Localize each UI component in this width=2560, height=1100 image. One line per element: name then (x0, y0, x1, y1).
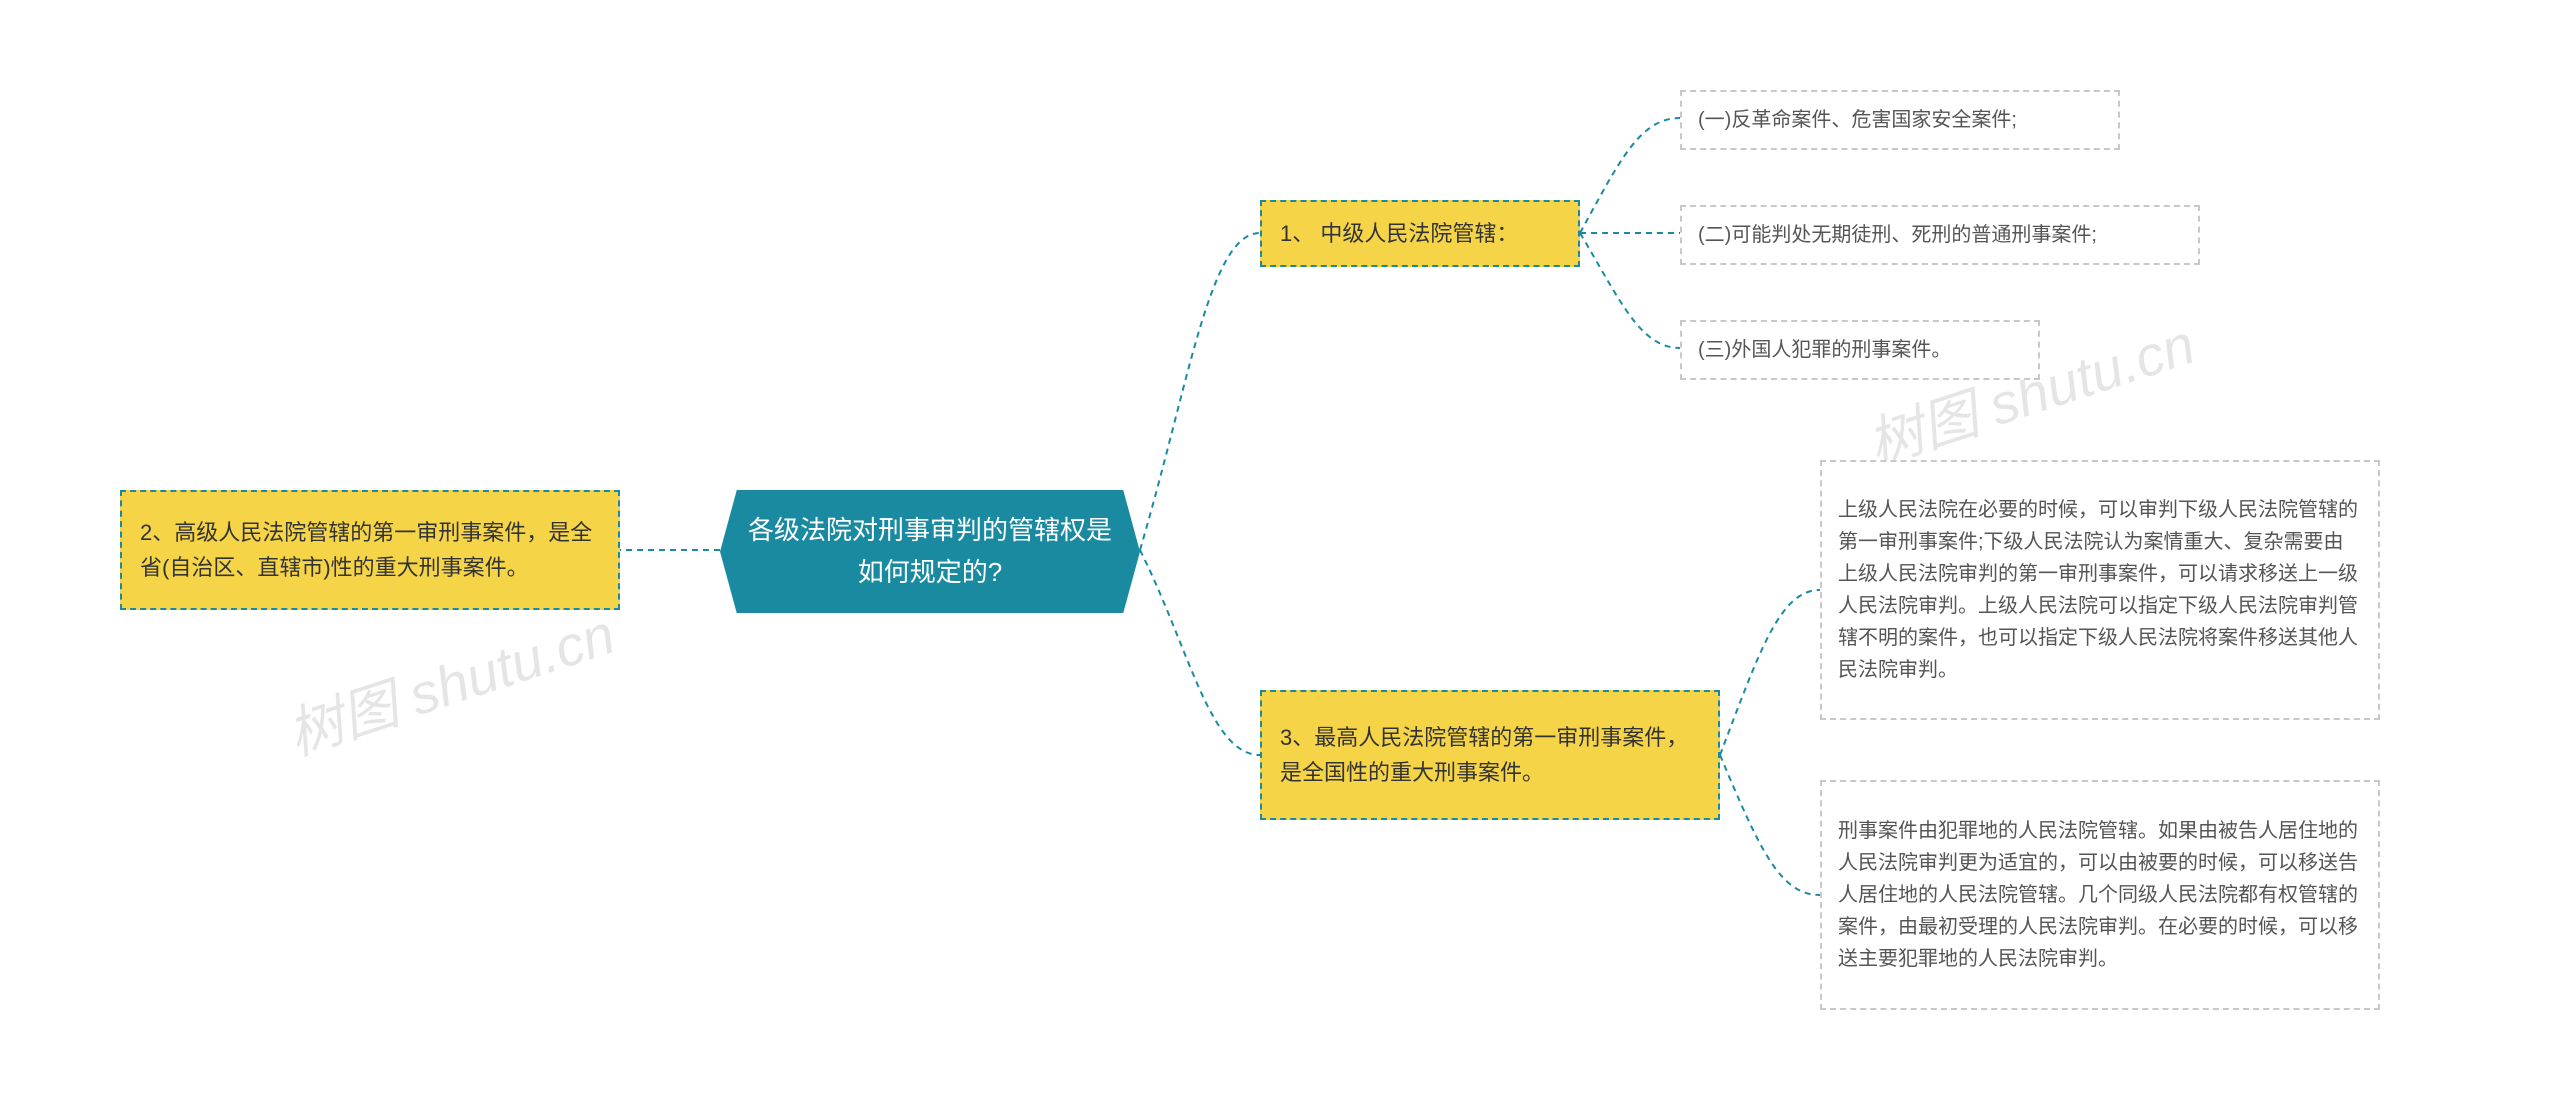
leaf-node1-c2: (二)可能判处无期徒刑、死刑的普通刑事案件; (1680, 205, 2200, 265)
leaf-node1-c1: (一)反革命案件、危害国家安全案件; (1680, 90, 2120, 150)
leaf-node3-c2: 刑事案件由犯罪地的人民法院管辖。如果由被告人居住地的人民法院审判更为适宜的，可以… (1820, 780, 2380, 1010)
node-supreme-court: 3、最高人民法院管辖的第一审刑事案件，是全国性的重大刑事案件。 (1260, 690, 1720, 820)
node-intermediate-court: 1、 中级人民法院管辖： (1260, 200, 1580, 267)
watermark: 树图 shutu.cn (276, 590, 624, 772)
leaf-node1-c3: (三)外国人犯罪的刑事案件。 (1680, 320, 2040, 380)
node-high-court: 2、高级人民法院管辖的第一审刑事案件，是全省(自治区、直辖市)性的重大刑事案件。 (120, 490, 620, 610)
leaf-node3-c1: 上级人民法院在必要的时候，可以审判下级人民法院管辖的第一审刑事案件;下级人民法院… (1820, 460, 2380, 720)
root-node: 各级法院对刑事审判的管辖权是如何规定的? (720, 490, 1140, 613)
